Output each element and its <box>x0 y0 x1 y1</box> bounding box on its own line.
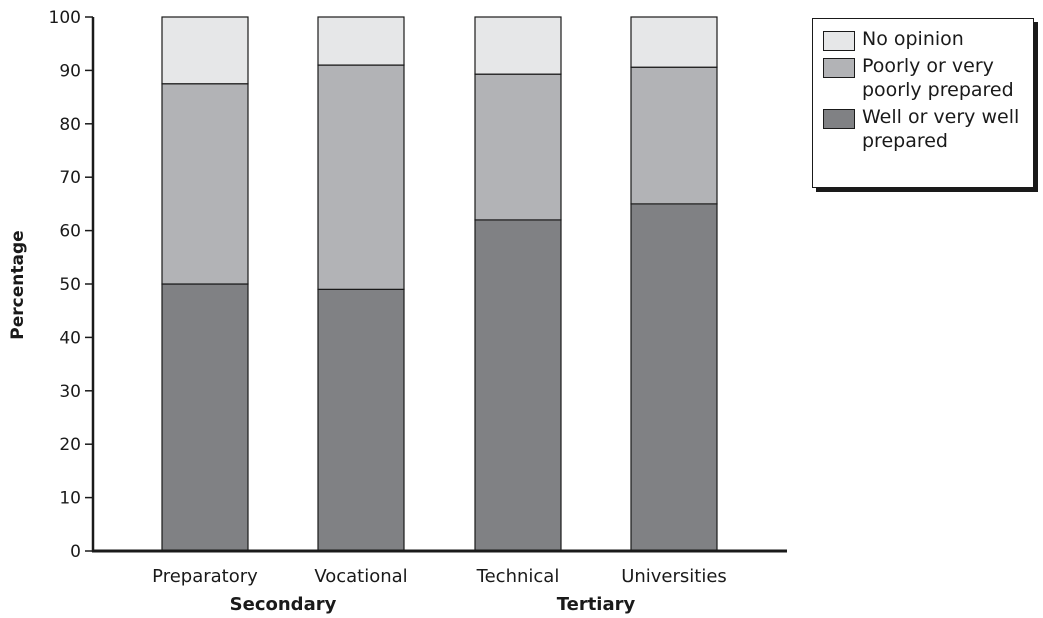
y-tick-label-70: 70 <box>59 168 81 188</box>
y-tick-label-10: 10 <box>59 489 81 509</box>
legend-label-well-prepared: Well or very well prepared <box>862 106 1020 152</box>
y-tick-label-90: 90 <box>59 61 81 81</box>
y-tick-label-20: 20 <box>59 435 81 455</box>
bar-segment-preparatory-poorly-or-very-poorly-prepared <box>161 83 249 285</box>
y-axis-title: Percentage <box>8 230 28 339</box>
bar-segment-vocational-no-opinion <box>317 16 405 66</box>
y-tick-label-80: 80 <box>59 115 81 135</box>
x-group-labels: Secondary Tertiary <box>230 594 636 615</box>
bar-segment-preparatory-no-opinion <box>161 16 249 85</box>
legend-swatch-no-opinion <box>823 31 855 51</box>
group-label-tertiary: Tertiary <box>557 594 636 615</box>
y-tick-label-30: 30 <box>59 382 81 402</box>
bar-segment-universities-no-opinion <box>630 16 718 68</box>
y-tick-label-100: 100 <box>49 8 81 28</box>
bar-segment-technical-no-opinion <box>474 16 562 75</box>
x-label-universities: Universities <box>621 566 727 587</box>
bars-layer <box>161 16 718 552</box>
group-label-secondary: Secondary <box>230 594 337 615</box>
x-label-preparatory: Preparatory <box>152 566 258 587</box>
y-tick-label-0: 0 <box>70 542 81 562</box>
bar-segment-vocational-poorly-or-very-poorly-prepared <box>317 64 405 290</box>
legend: No opinion Poorly or very poorly prepare… <box>812 18 1034 188</box>
y-tick-label-40: 40 <box>59 328 81 348</box>
legend-item-poorly-prepared: Poorly or very poorly prepared <box>823 54 1025 102</box>
y-ticks: 0 10 20 30 40 50 60 70 80 90 100 <box>49 8 93 562</box>
legend-swatch-well-prepared <box>823 109 855 129</box>
x-label-technical: Technical <box>476 566 560 587</box>
legend-item-no-opinion: No opinion <box>823 27 1025 51</box>
bar-segment-vocational-well-or-very-well-prepared <box>317 288 405 552</box>
bar-segment-preparatory-well-or-very-well-prepared <box>161 283 249 552</box>
y-tick-label-60: 60 <box>59 222 81 242</box>
x-category-labels: Preparatory Vocational Technical Universiti… <box>152 566 727 587</box>
legend-swatch-poorly-prepared <box>823 58 855 78</box>
bar-segment-technical-well-or-very-well-prepared <box>474 219 562 552</box>
bar-segment-universities-well-or-very-well-prepared <box>630 203 718 552</box>
legend-label-no-opinion: No opinion <box>862 28 964 50</box>
x-label-vocational: Vocational <box>314 566 407 587</box>
legend-label-poorly-prepared: Poorly or very poorly prepared <box>862 55 1014 101</box>
bar-segment-universities-poorly-or-very-poorly-prepared <box>630 66 718 205</box>
legend-item-well-prepared: Well or very well prepared <box>823 105 1025 153</box>
y-tick-label-50: 50 <box>59 275 81 295</box>
bar-segment-technical-poorly-or-very-poorly-prepared <box>474 73 562 221</box>
